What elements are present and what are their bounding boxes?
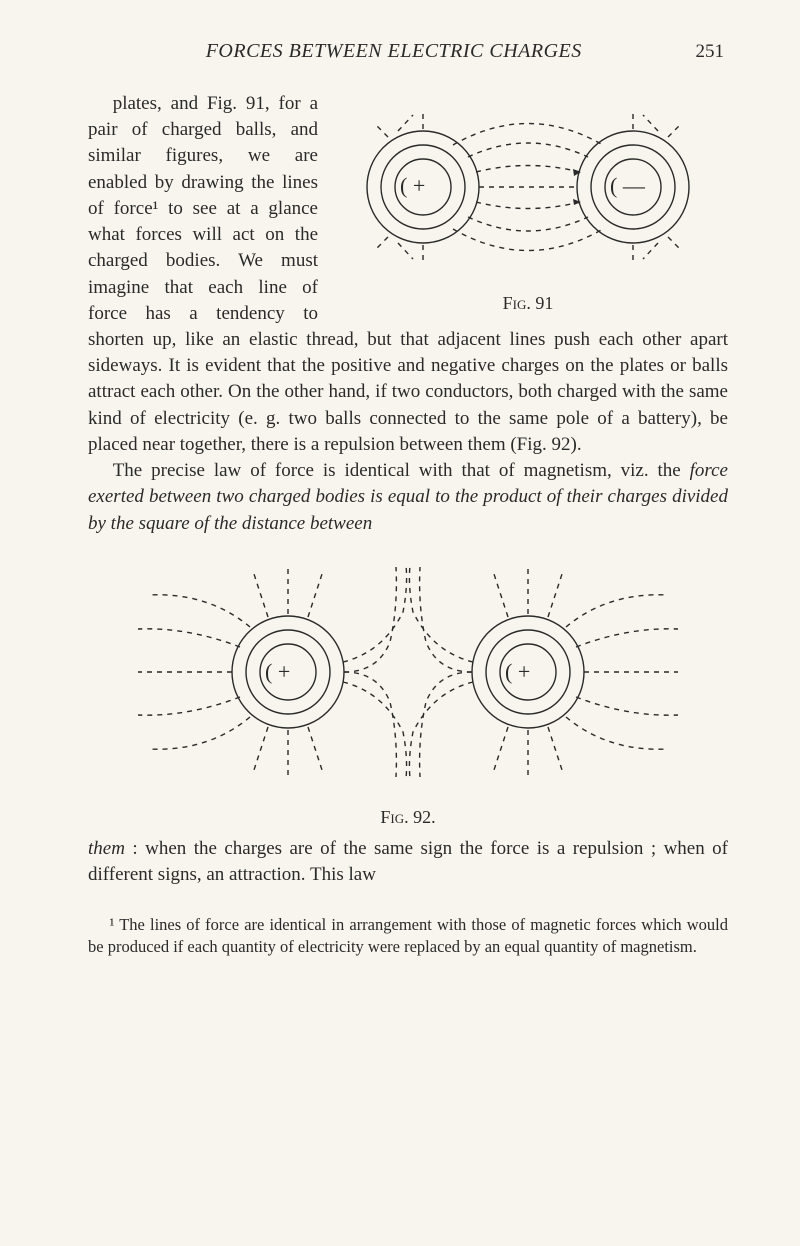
fig91-caption-sc: Fig. — [503, 293, 531, 313]
fig91-caption: Fig. 91 — [328, 291, 728, 316]
page-number: 251 — [695, 41, 724, 63]
svg-text:( +: ( + — [505, 659, 530, 684]
svg-text:( +: ( + — [400, 173, 425, 198]
running-title: FORCES BETWEEN ELECTRIC CHARGES — [206, 40, 582, 63]
running-head: FORCES BETWEEN ELECTRIC CHARGES 251 — [88, 40, 728, 63]
svg-text:( +: ( + — [265, 659, 290, 684]
body-text: ( + ( — Fig. 91 plates, and Fig. 91, for… — [88, 91, 728, 959]
fig92-caption: Fig. 92. — [88, 805, 728, 830]
fig91-svg: ( + ( — — [328, 97, 728, 277]
figure-92: ( + ( + Fig. 92. — [88, 557, 728, 830]
fig92-svg: ( + ( + — [128, 557, 688, 787]
fig92-caption-sc: Fig. — [380, 807, 408, 827]
paragraph-3: them : when the charges are of the same … — [88, 836, 728, 888]
fig91-caption-num: 91 — [531, 293, 554, 313]
fig92-caption-num: 92. — [409, 807, 436, 827]
p2-lead: The precise law of force is identical wi… — [113, 460, 690, 481]
p3-rest: : when the charges are of the same sign … — [88, 838, 728, 885]
wrap-col-block: ( + ( — Fig. 91 plates, and Fig. 91, for… — [88, 91, 728, 458]
footnote-1: ¹ The lines of force are identical in ar… — [88, 914, 728, 959]
figure-91: ( + ( — Fig. 91 — [328, 97, 728, 316]
paragraph-2: The precise law of force is identical wi… — [88, 458, 728, 537]
svg-text:( —: ( — — [610, 173, 646, 198]
p3-lead-italic: them — [88, 838, 125, 859]
page: FORCES BETWEEN ELECTRIC CHARGES 251 — [0, 0, 800, 1025]
